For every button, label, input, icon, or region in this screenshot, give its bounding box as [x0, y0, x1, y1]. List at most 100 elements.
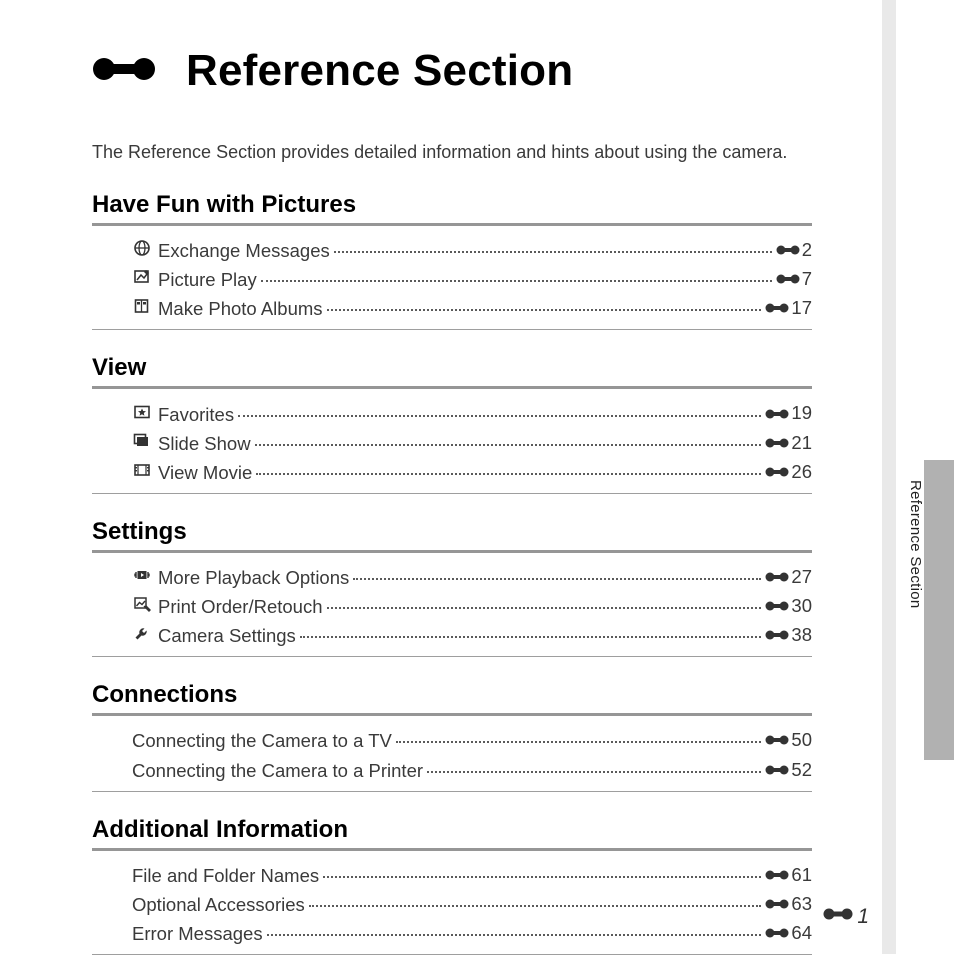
toc-item-page-number: 21 [791, 429, 812, 457]
toc-list: Connecting the Camera to a TV 50Connectin… [92, 726, 812, 784]
section-rule [92, 386, 812, 389]
toc-item[interactable]: File and Folder Names 61 [132, 861, 812, 890]
reference-page-icon [765, 570, 789, 584]
toc-item[interactable]: Connecting the Camera to a TV 50 [132, 726, 812, 755]
toc-item[interactable]: Print Order/Retouch 30 [132, 592, 812, 621]
toc-item[interactable]: Picture Play 7 [132, 265, 812, 294]
reference-page-icon [765, 628, 789, 642]
intro-text: The Reference Section provides detailed … [92, 142, 812, 163]
section-rule [92, 713, 812, 716]
toc-item[interactable]: Camera Settings 38 [132, 621, 812, 650]
dot-leader [396, 741, 762, 743]
section-rule-thin [92, 656, 812, 657]
toc-item-label: Connecting the Camera to a TV [132, 727, 392, 755]
section-title: View [92, 354, 812, 382]
toc-item-page-number: 64 [791, 919, 812, 947]
toc-list: File and Folder Names 61Optional Accessor… [92, 861, 812, 948]
section-rule [92, 550, 812, 553]
toc-item-page: 50 [765, 726, 812, 754]
section-title: Additional Information [92, 816, 812, 844]
toc-list: More Playback Options27Print Order/Retou… [92, 563, 812, 650]
toc-item-page: 61 [765, 861, 812, 889]
reference-page-icon [765, 763, 789, 777]
globe-icon [132, 239, 152, 257]
dot-leader [323, 876, 761, 878]
toc-item-label: Picture Play [158, 266, 257, 294]
toc-item[interactable]: View Movie 26 [132, 458, 812, 487]
toc-item-page-number: 61 [791, 861, 812, 889]
reference-page-icon [823, 905, 853, 929]
toc-item[interactable]: Connecting the Camera to a Printer52 [132, 756, 812, 785]
toc-item[interactable]: Error Messages 64 [132, 919, 812, 948]
page-content: Reference Section The Reference Section … [0, 0, 872, 954]
toc-item-label: File and Folder Names [132, 862, 319, 890]
dot-leader [327, 309, 762, 311]
toc-item-page: 63 [765, 890, 812, 918]
toc-item-label: Camera Settings [158, 622, 296, 650]
reference-page-icon [765, 926, 789, 940]
reference-page-icon [765, 465, 789, 479]
toc-item[interactable]: Favorites 19 [132, 399, 812, 428]
toc-item-page-number: 19 [791, 399, 812, 427]
section-rule [92, 223, 812, 226]
toc-item-page-number: 27 [791, 563, 812, 591]
toc-item-label: View Movie [158, 459, 252, 487]
reference-page-icon [776, 243, 800, 257]
toc-item-page-number: 2 [802, 236, 812, 264]
toc-item-label: Make Photo Albums [158, 295, 323, 323]
album-icon [132, 297, 152, 315]
toc-item-page: 7 [776, 265, 812, 293]
toc-list: Favorites 19 Slide Show 21 View Movie 26 [92, 399, 812, 486]
toc-item[interactable]: Slide Show 21 [132, 429, 812, 458]
section-rule [92, 848, 812, 851]
toc-item[interactable]: Make Photo Albums 17 [132, 294, 812, 323]
toc-item-page-number: 26 [791, 458, 812, 486]
reference-page-icon [765, 897, 789, 911]
reference-section-icon [92, 47, 156, 96]
toc-sections: Have Fun with Pictures Exchange Messages 2… [92, 191, 812, 955]
toc-item-page: 26 [765, 458, 812, 486]
section-title: Have Fun with Pictures [92, 191, 812, 219]
reference-page-icon [776, 272, 800, 286]
toc-item-label: Exchange Messages [158, 237, 330, 265]
dot-leader [427, 771, 761, 773]
reference-page-icon [765, 301, 789, 315]
dot-leader [256, 473, 761, 475]
slideshow-icon [132, 432, 152, 450]
dot-leader [353, 578, 761, 580]
toc-item[interactable]: Exchange Messages 2 [132, 236, 812, 265]
toc-item-label: Slide Show [158, 430, 251, 458]
toc-item-page-number: 7 [802, 265, 812, 293]
toc-item-page-number: 17 [791, 294, 812, 322]
reference-page-icon [765, 599, 789, 613]
toc-item-page-number: 30 [791, 592, 812, 620]
toc-item-page: 21 [765, 429, 812, 457]
dot-leader [238, 415, 761, 417]
toc-item-page-number: 50 [791, 726, 812, 754]
toc-item[interactable]: More Playback Options27 [132, 563, 812, 592]
side-tab [924, 460, 954, 760]
toc-item-page: 17 [765, 294, 812, 322]
reference-page-icon [765, 436, 789, 450]
toc-list: Exchange Messages2Picture Play7Make Phot… [92, 236, 812, 323]
section-rule-thin [92, 791, 812, 792]
section-title: Settings [92, 518, 812, 546]
section-rule-thin [92, 493, 812, 494]
toc-item-page: 38 [765, 621, 812, 649]
toc-item-page-number: 38 [791, 621, 812, 649]
toc-item-label: Favorites [158, 401, 234, 429]
dot-leader [327, 607, 762, 609]
movie-icon [132, 461, 152, 479]
toc-item-label: Error Messages [132, 920, 263, 948]
toc-item-page: 64 [765, 919, 812, 947]
playback-icon [132, 566, 152, 584]
picture-edit-icon [132, 268, 152, 286]
dot-leader [267, 934, 762, 936]
toc-item-page: 52 [765, 756, 812, 784]
dot-leader [334, 251, 772, 253]
toc-item[interactable]: Optional Accessories63 [132, 890, 812, 919]
toc-item-label: Print Order/Retouch [158, 593, 323, 621]
side-tab-label: Reference Section [907, 480, 924, 609]
dot-leader [261, 280, 772, 282]
page-number-value: 1 [857, 905, 869, 929]
